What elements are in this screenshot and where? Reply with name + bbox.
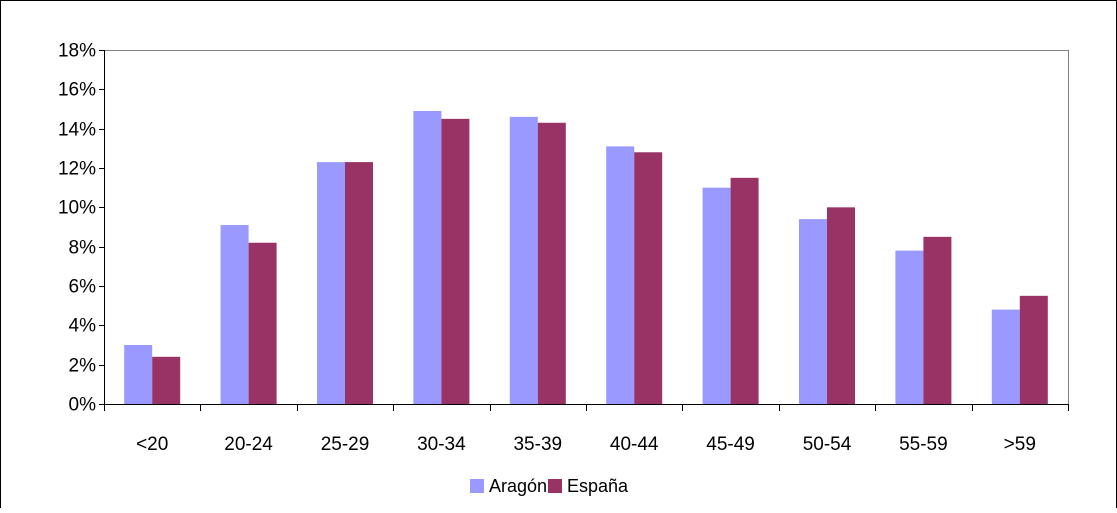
- legend-label: Aragón: [489, 476, 547, 496]
- y-tick-label: 18%: [58, 41, 96, 62]
- y-tick-label: 0%: [69, 395, 97, 416]
- bar-espana: [345, 162, 373, 404]
- legend-swatch: [470, 479, 484, 493]
- x-tick-label: 30-34: [417, 434, 466, 455]
- bar-aragon: [895, 250, 924, 404]
- legend: Aragón España: [470, 476, 629, 496]
- bar-aragon: [413, 110, 442, 404]
- x-tick-label: 25-29: [321, 434, 370, 455]
- y-tick-label: 4%: [69, 316, 97, 337]
- y-tick-label: 10%: [58, 198, 96, 219]
- bar-espana: [248, 242, 277, 404]
- y-tick-label: 8%: [69, 238, 97, 259]
- bar-aragon: [606, 146, 635, 404]
- y-tick-label: 16%: [58, 80, 96, 101]
- y-tick-label: 14%: [58, 120, 96, 141]
- bar-espana: [441, 118, 470, 404]
- x-tick-label: <20: [136, 434, 168, 455]
- bar-espana: [634, 152, 663, 404]
- x-tick-label: >59: [1004, 434, 1036, 455]
- x-tick-label: 45-49: [706, 434, 755, 455]
- legend-swatch: [548, 479, 562, 493]
- bar-aragon: [317, 162, 345, 404]
- y-tick-label: 2%: [69, 356, 97, 377]
- bars: [124, 110, 1048, 405]
- bar-aragon: [702, 187, 731, 404]
- x-tick-label: 50-54: [803, 434, 852, 455]
- y-axis: 0% 2% 4% 6% 8% 10% 12% 14% 16% 18%: [58, 41, 105, 416]
- bar-espana: [730, 177, 759, 404]
- x-tick-label: 20-24: [224, 434, 273, 455]
- x-tick-label: 40-44: [610, 434, 659, 455]
- y-tick-label: 6%: [69, 277, 97, 298]
- bar-espana: [152, 356, 181, 404]
- bar-aragon: [991, 309, 1020, 404]
- bar-espana: [827, 207, 855, 404]
- x-tick-label: 55-59: [899, 434, 948, 455]
- bar-espana: [923, 236, 952, 404]
- bar-aragon: [124, 345, 153, 404]
- bar-aragon: [509, 116, 538, 404]
- bar-espana: [1019, 295, 1048, 404]
- x-axis: <20 20-24 25-29 30-34 35-39 40-44 45-49 50-54 55…: [104, 404, 1069, 455]
- legend-label: España: [567, 476, 629, 496]
- y-tick-label: 12%: [58, 159, 96, 180]
- bar-aragon: [799, 219, 827, 404]
- bar-espana: [537, 122, 566, 405]
- x-tick-label: 35-39: [513, 434, 562, 455]
- bar-aragon: [220, 225, 249, 404]
